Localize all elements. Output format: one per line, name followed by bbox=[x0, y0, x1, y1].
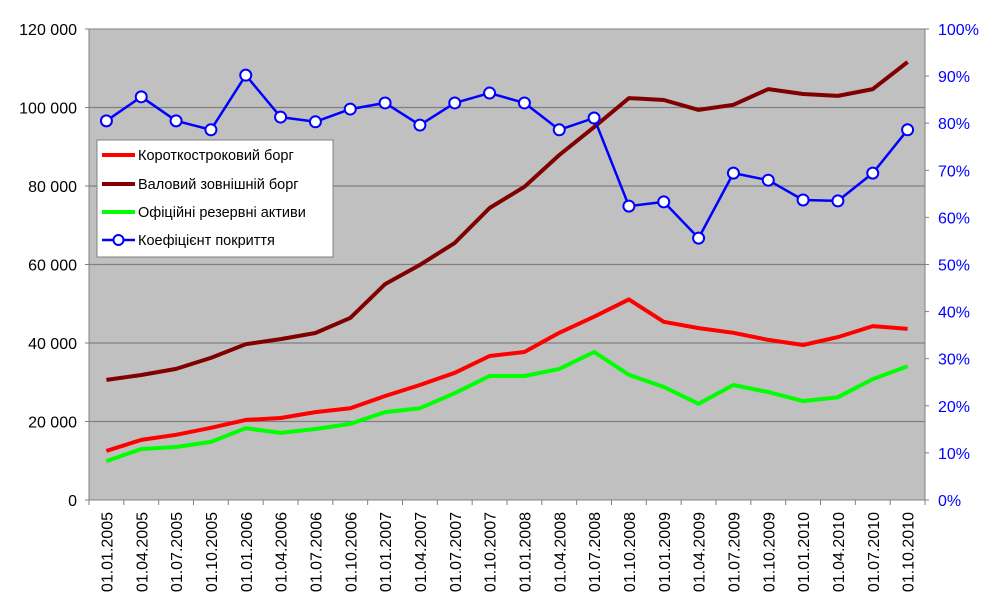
legend-label: Коефіцієнт покриття bbox=[138, 233, 275, 249]
data-point-marker bbox=[796, 193, 810, 207]
legend-label: Офіційні резервні активи bbox=[138, 205, 306, 221]
y2-tick-label: 60% bbox=[938, 210, 970, 227]
series-line bbox=[105, 297, 908, 453]
data-point-marker bbox=[413, 118, 427, 132]
y2-tick-label: 80% bbox=[938, 116, 970, 133]
x-tick-label: 01.04.2006 bbox=[274, 512, 291, 592]
y-tick-label: 100 000 bbox=[19, 101, 77, 118]
y-tick-label: 60 000 bbox=[28, 258, 77, 275]
x-tick-label: 01.04.2009 bbox=[692, 512, 709, 592]
data-point-marker bbox=[343, 102, 357, 116]
legend: Короткостроковий борг Валовий зовнішній … bbox=[96, 139, 334, 258]
x-tick-label: 01.07.2007 bbox=[448, 512, 465, 592]
data-point-marker bbox=[517, 96, 531, 110]
x-tick-label: 01.04.2005 bbox=[134, 512, 151, 592]
y-tick-label: 0 bbox=[68, 493, 77, 510]
x-tick-label: 01.01.2007 bbox=[378, 512, 395, 592]
y2-tick-label: 70% bbox=[938, 163, 970, 180]
x-tick-label: 01.10.2007 bbox=[483, 512, 500, 592]
data-point-marker bbox=[204, 123, 218, 137]
data-point-marker bbox=[726, 166, 740, 180]
series-line bbox=[105, 73, 909, 240]
x-axis: 01.01.2005 01.04.2005 01.07.2005 01.10.2005… bbox=[88, 500, 926, 592]
data-point-marker bbox=[274, 110, 288, 124]
data-point-marker bbox=[378, 96, 392, 110]
y2-tick-label: 30% bbox=[938, 352, 970, 369]
x-tick-label: 01.07.2005 bbox=[169, 512, 186, 592]
x-tick-label: 01.07.2006 bbox=[308, 512, 325, 592]
x-tick-label: 01.10.2006 bbox=[343, 512, 360, 592]
data-point-marker bbox=[308, 115, 322, 129]
x-tick-label: 01.10.2005 bbox=[204, 512, 221, 592]
x-tick-label: 01.07.2008 bbox=[587, 512, 604, 592]
data-point-marker bbox=[866, 166, 880, 180]
y2-tick-label: 50% bbox=[938, 258, 970, 275]
legend-box bbox=[96, 139, 334, 258]
y2-tick-label: 20% bbox=[938, 399, 970, 416]
legend-label: Валовий зовнішній борг bbox=[138, 177, 299, 193]
data-point-marker bbox=[657, 195, 671, 209]
left-y-axis: 0 20 000 40 000 60 000 80 000 100 000 120 000 bbox=[19, 22, 89, 510]
data-point-marker bbox=[552, 123, 566, 137]
x-tick-label: 01.04.2007 bbox=[413, 512, 430, 592]
data-point-marker bbox=[622, 199, 636, 213]
x-tick-label: 01.10.2008 bbox=[622, 512, 639, 592]
data-point-marker bbox=[134, 90, 148, 104]
legend-item-gross-external-debt: Валовий зовнішній борг bbox=[102, 177, 299, 193]
x-tick-label: 01.01.2006 bbox=[239, 512, 256, 592]
x-tick-label: 01.07.2009 bbox=[726, 512, 743, 592]
y2-tick-label: 90% bbox=[938, 69, 970, 86]
legend-item-short-term-debt: Короткостроковий борг bbox=[102, 148, 294, 164]
legend-item-reserve-assets: Офіційні резервні активи bbox=[102, 205, 306, 221]
y2-tick-label: 0% bbox=[938, 493, 961, 510]
series-lines bbox=[99, 60, 915, 463]
y2-tick-label: 10% bbox=[938, 446, 970, 463]
x-tick-label: 01.01.2005 bbox=[99, 512, 116, 592]
y-tick-label: 40 000 bbox=[28, 336, 77, 353]
data-point-marker bbox=[761, 173, 775, 187]
data-point-marker bbox=[831, 194, 845, 208]
circle-marker-icon bbox=[112, 234, 125, 246]
x-tick-label: 01.04.2010 bbox=[831, 512, 848, 592]
data-point-marker bbox=[239, 68, 253, 82]
y2-tick-label: 100% bbox=[938, 22, 979, 39]
legend-item-coverage-ratio: Коефіцієнт покриття bbox=[102, 233, 275, 249]
x-tick-label: 01.01.2009 bbox=[657, 512, 674, 592]
x-tick-label: 01.07.2010 bbox=[866, 512, 883, 592]
x-tick-label: 01.04.2008 bbox=[552, 512, 569, 592]
series-line bbox=[106, 60, 909, 382]
data-point-marker bbox=[901, 123, 915, 137]
y-tick-label: 120 000 bbox=[19, 22, 77, 39]
legend-label: Короткостроковий борг bbox=[138, 148, 294, 164]
data-point-marker bbox=[483, 86, 497, 100]
y2-tick-label: 40% bbox=[938, 305, 970, 322]
data-point-marker bbox=[169, 114, 183, 128]
y-tick-label: 20 000 bbox=[28, 415, 77, 432]
x-tick-label: 01.10.2010 bbox=[901, 512, 918, 592]
data-point-marker bbox=[99, 114, 113, 128]
data-point-marker bbox=[587, 111, 601, 125]
series-line bbox=[105, 350, 909, 463]
data-point-marker bbox=[448, 96, 462, 110]
y-tick-label: 80 000 bbox=[28, 179, 77, 196]
data-point-marker bbox=[692, 231, 706, 245]
x-tick-label: 01.01.2010 bbox=[796, 512, 813, 592]
right-y-axis: 0% 10% 20% 30% 40% 50% 60% 70% 80% 90% 100% bbox=[925, 22, 979, 510]
x-tick-label: 01.10.2009 bbox=[761, 512, 778, 592]
x-tick-label: 01.01.2008 bbox=[517, 512, 534, 592]
